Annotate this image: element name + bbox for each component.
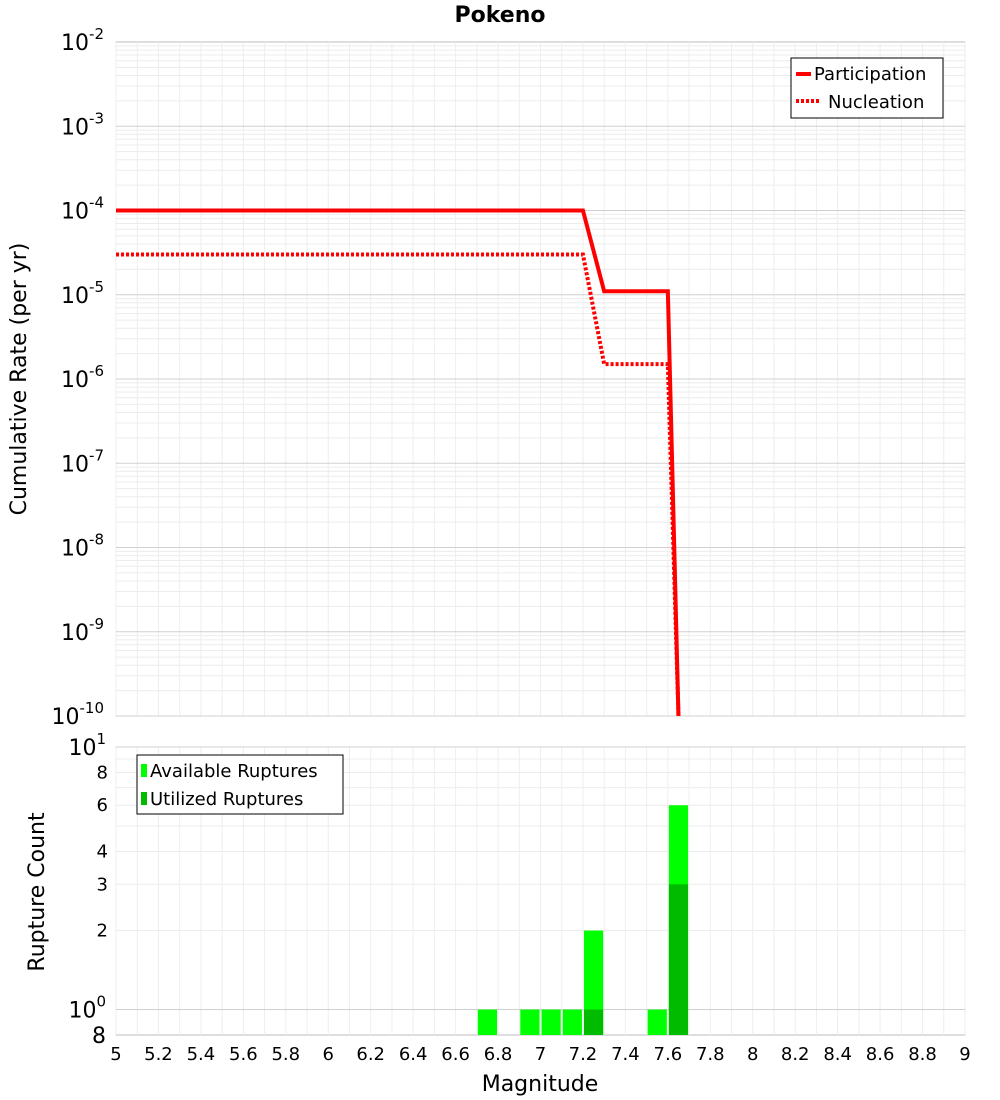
x-tick-label: 7 [535, 1044, 546, 1065]
utilized-rupture-bar [668, 884, 689, 1035]
bottom-y-tick-label: 6 [97, 795, 108, 816]
x-tick-label: 9 [959, 1044, 970, 1065]
x-tick-labels: 5 5.2 5.4 5.6 5.8 6 6.2 6.4 6.6 6.8 7 7.2 7.4 7.6 7.8 8… [110, 1044, 970, 1065]
top-grid [115, 42, 966, 717]
x-tick-label: 8.2 [781, 1044, 810, 1065]
x-tick-label: 7.2 [569, 1044, 598, 1065]
x-tick-label: 8.6 [866, 1044, 895, 1065]
x-tick-label: 5.8 [271, 1044, 300, 1065]
bottom-legend-box [136, 754, 344, 815]
x-tick-label: 7.8 [696, 1044, 725, 1065]
top-legend: Participation Nucleation [790, 57, 944, 119]
bottom-y-tick-label: 3 [97, 874, 108, 895]
bottom-bars [477, 805, 689, 1035]
available-rupture-bar [647, 1009, 667, 1035]
top-y-tick-label: 10-4 [61, 194, 104, 225]
available-rupture-bar [520, 1009, 540, 1035]
available-rupture-bar [541, 1009, 561, 1035]
bottom-y-tick-label: 101 [68, 730, 106, 761]
available-rupture-bar [477, 1009, 498, 1035]
top-y-tick-label: 10-5 [61, 278, 104, 309]
top-series [116, 208, 681, 717]
bottom-y-tick-label: 4 [97, 841, 108, 862]
x-tick-label: 7.4 [611, 1044, 640, 1065]
bottom-legend: Available Ruptures Utilized Ruptures [136, 754, 344, 815]
top-y-tick-label: 10-3 [61, 109, 104, 140]
participation-legend-label: Participation [814, 64, 926, 85]
bottom-y-tick-label: 100 [68, 993, 106, 1024]
x-tick-label: 8 [747, 1044, 758, 1065]
x-tick-label: 8.4 [823, 1044, 852, 1065]
top-y-tick-label: 10-2 [61, 25, 104, 56]
bottom-y-tick-label: 8 [92, 1024, 106, 1049]
available-rupture-bar [562, 1009, 582, 1035]
x-tick-label: 5 [110, 1044, 121, 1065]
top-legend-box [790, 57, 944, 119]
x-tick-label: 6.6 [441, 1044, 470, 1065]
chart-title: Pokeno [455, 3, 546, 28]
available-legend-label: Available Ruptures [150, 761, 318, 782]
nucleation-series-line [116, 252, 681, 717]
top-y-tick-label: 10-8 [61, 531, 104, 562]
x-tick-label: 5.6 [229, 1044, 258, 1065]
nucleation-legend-label: Nucleation [828, 92, 924, 113]
top-y-tick-labels: 10-2 10-3 10-4 10-5 10-6 10-7 10-8 10-9 10-10 [52, 25, 105, 730]
x-tick-label: 6 [323, 1044, 334, 1065]
top-y-tick-label: 10-6 [61, 362, 104, 393]
top-y-axis-label: Cumulative Rate (per yr) [7, 243, 32, 516]
x-tick-label: 6.2 [356, 1044, 385, 1065]
x-tick-label: 5.2 [144, 1044, 173, 1065]
utilized-rupture-bar [583, 1009, 604, 1035]
available-legend-swatch [141, 764, 147, 777]
bottom-y-axis-label: Rupture Count [25, 812, 50, 972]
utilized-legend-swatch [141, 792, 147, 805]
top-y-tick-label: 10-7 [61, 446, 104, 477]
x-tick-label: 8.8 [908, 1044, 937, 1065]
x-tick-label: 5.4 [187, 1044, 216, 1065]
top-y-tick-label: 10-9 [61, 615, 104, 646]
utilized-legend-label: Utilized Ruptures [150, 789, 303, 810]
x-tick-label: 6.4 [399, 1044, 428, 1065]
available-rupture-bar [583, 930, 604, 1035]
top-plot: 10-2 10-3 10-4 10-5 10-6 10-7 10-8 10-9 10-10 Pa… [7, 25, 966, 730]
x-tick-label: 7.6 [654, 1044, 683, 1065]
bottom-y-tick-label: 8 [97, 762, 108, 783]
bottom-grid [115, 746, 966, 1035]
top-y-tick-label: 10-10 [52, 699, 105, 730]
x-tick-label: 6.8 [484, 1044, 513, 1065]
bottom-y-tick-label: 2 [97, 921, 108, 942]
x-axis-label: Magnitude [482, 1072, 599, 1097]
